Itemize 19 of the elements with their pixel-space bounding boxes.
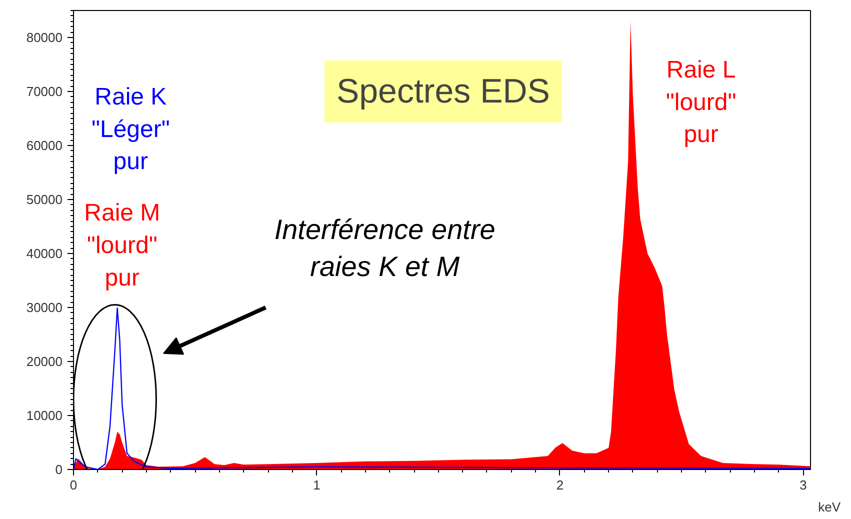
x-tick-label: 3 [800,478,807,492]
x-tick-label: 2 [556,478,564,492]
y-tick-label: 10000 [26,408,63,423]
y-tick-label: 60000 [26,138,63,153]
x-tick-label: 0 [70,478,78,492]
annotation: Raie L "lourd" pur [666,56,736,148]
y-tick-label: 70000 [26,84,63,99]
text: Raie K "Léger" pur [91,83,170,176]
x-tick-label: 1 [313,478,320,492]
text: Spectres EDS [336,72,550,110]
annotation: Interférence entre raies K et M [274,214,496,282]
y-tick-label: 30000 [26,300,63,315]
annotation: Raie M "lourd" pur [84,200,160,292]
y-tick-label: 50000 [26,192,63,207]
y-tick-label: 80000 [26,30,63,45]
y-tick-label: 0 [55,462,63,477]
y-tick-label: 20000 [26,354,63,369]
y-tick-label: 40000 [26,246,63,261]
x-axis-title: keV [818,500,841,514]
